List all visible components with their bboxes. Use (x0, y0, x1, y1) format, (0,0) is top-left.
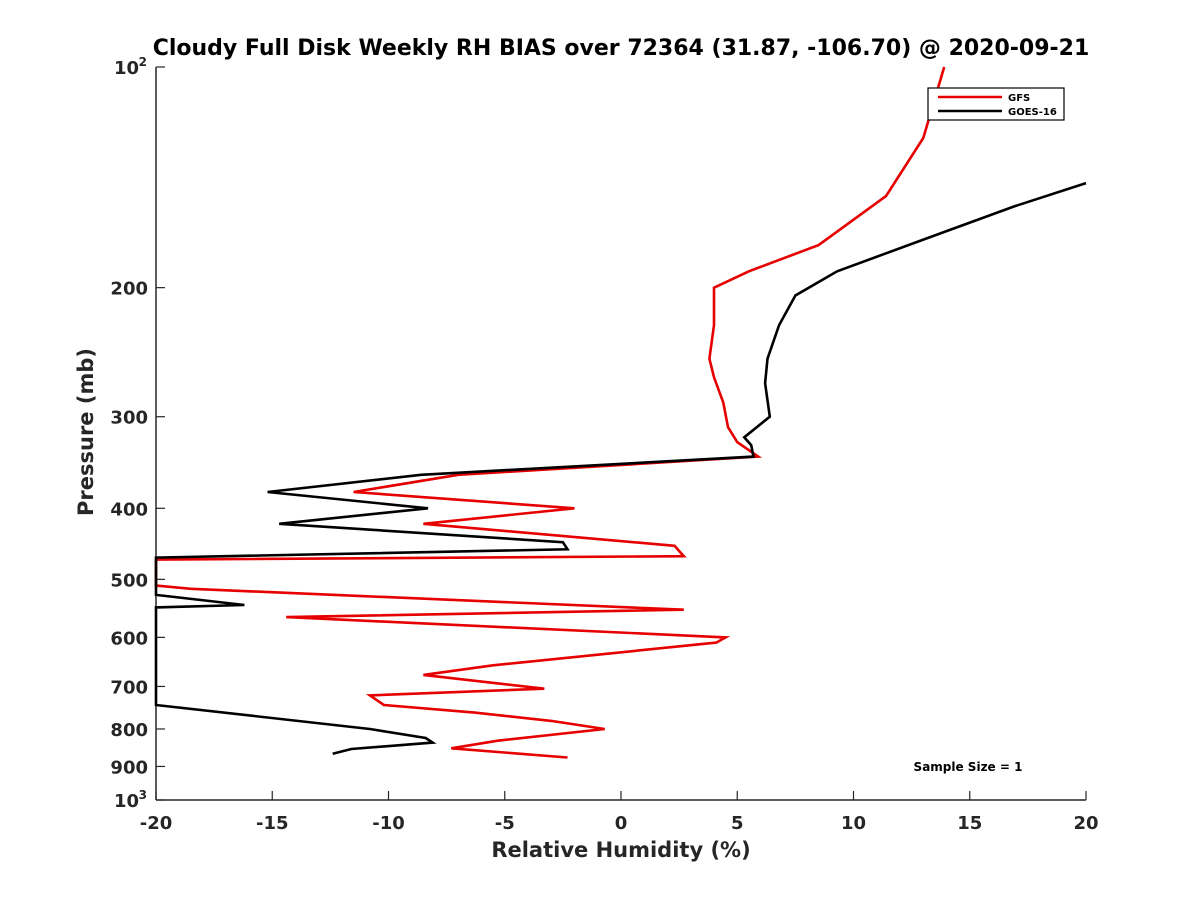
x-tick-label: -15 (256, 813, 289, 834)
y-tick-label: 900 (110, 757, 148, 778)
legend-box (927, 87, 1065, 121)
y-tick-exponent: 2 (139, 55, 147, 69)
y-tick-label: 600 (110, 628, 148, 649)
legend: GFS GOES-16 (927, 87, 1065, 121)
x-tick-label: -20 (140, 813, 173, 834)
y-tick-label: 700 (110, 677, 148, 698)
x-tick-label: -10 (372, 813, 405, 834)
legend-label: GOES-16 (1008, 107, 1057, 118)
y-tick-label: 10 (114, 58, 139, 79)
x-tick-label: 15 (957, 813, 982, 834)
y-tick-label: 10 (114, 791, 139, 812)
x-tick-label: 20 (1073, 813, 1098, 834)
series-line-gfs (154, 66, 946, 759)
y-tick-label: 200 (110, 279, 148, 300)
y-axis-label: Pressure (mb) (74, 348, 98, 516)
y-tick-label: 800 (110, 720, 148, 741)
x-axis-label: Relative Humidity (%) (491, 838, 750, 862)
x-tick-label: -5 (495, 813, 515, 834)
y-tick-exponent: 3 (139, 788, 147, 802)
y-tick-label: 400 (110, 499, 148, 520)
x-tick-label: 10 (841, 813, 866, 834)
series-line-goes-16 (154, 181, 1087, 756)
sample-size-annotation: Sample Size = 1 (914, 760, 1023, 774)
x-tick-label: 0 (615, 813, 628, 834)
y-tick-label: 300 (110, 408, 148, 429)
series-layer (154, 66, 1087, 759)
x-tick-label: 5 (731, 813, 744, 834)
chart-title: Cloudy Full Disk Weekly RH BIAS over 723… (153, 36, 1090, 61)
y-tick-label: 500 (110, 570, 148, 591)
legend-label: GFS (1008, 93, 1030, 104)
